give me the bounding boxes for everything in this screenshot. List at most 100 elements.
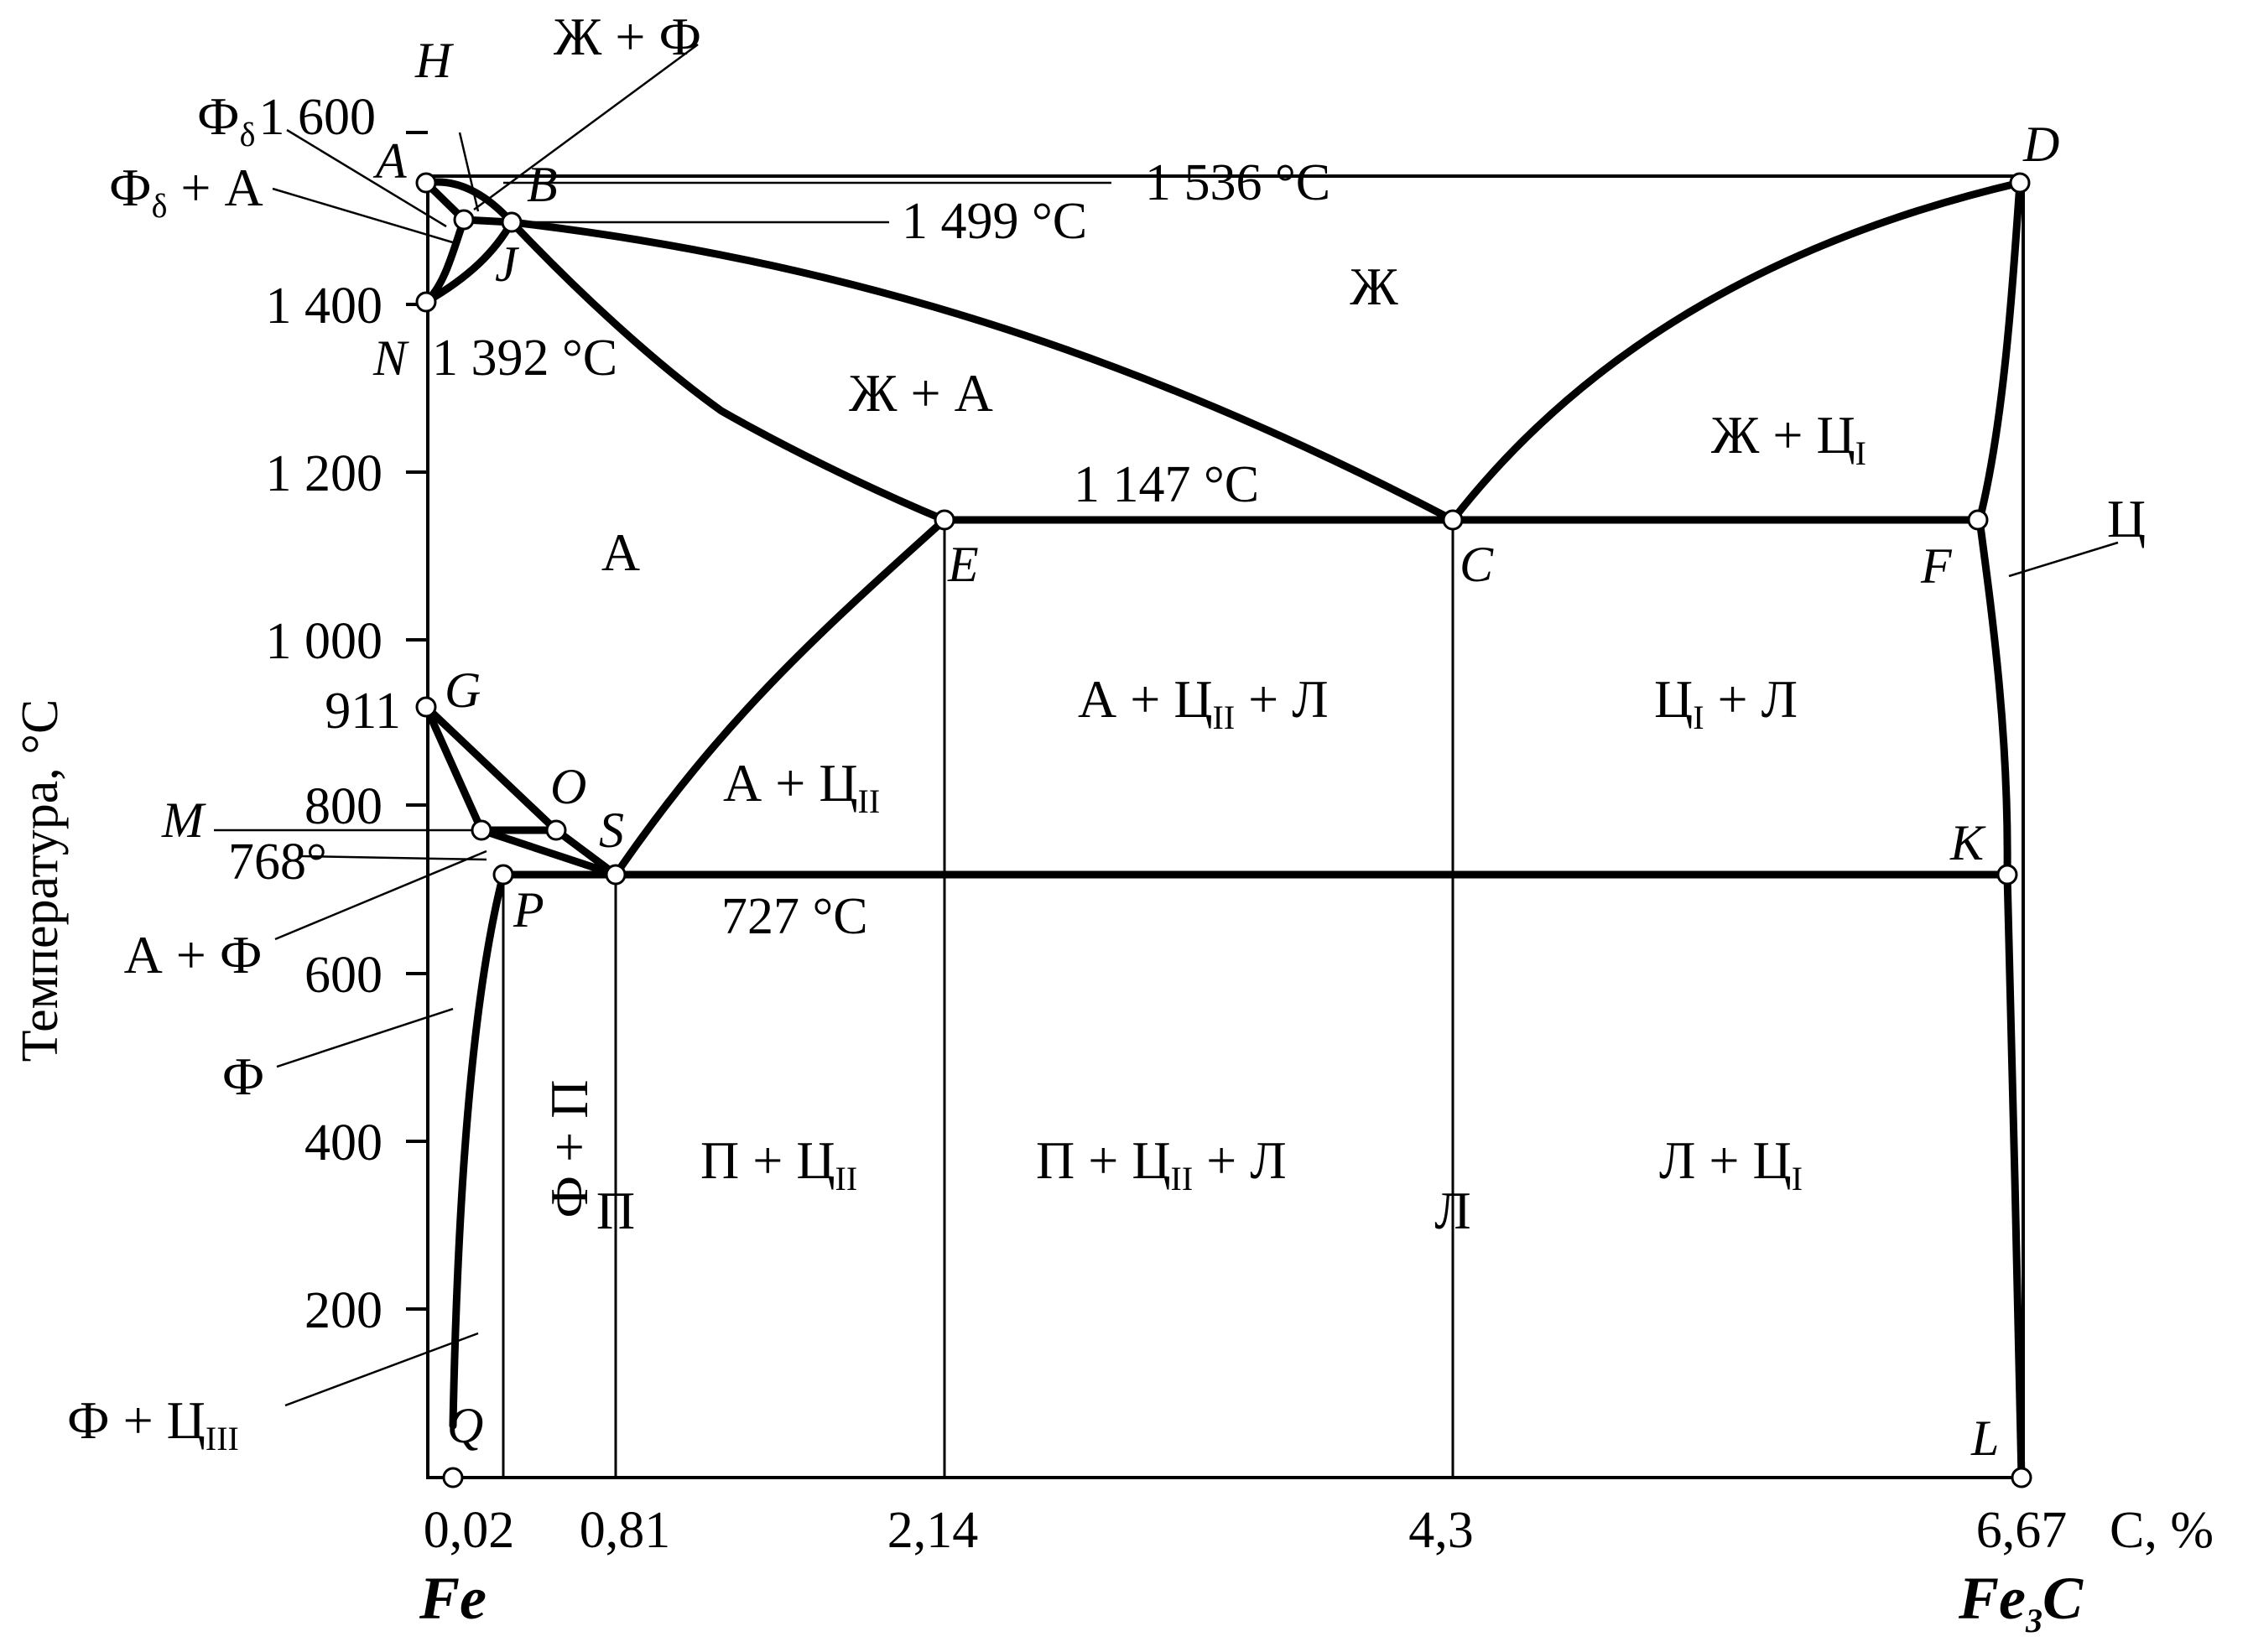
y-tick-800: 800 (304, 778, 382, 835)
liq-cem1-sub: I (1855, 434, 1866, 472)
y-tick-1000: 1 000 (266, 613, 383, 670)
diagram-frame (426, 174, 2025, 1479)
region-aus-cem-2: А + ЦII (723, 753, 880, 820)
fe3c-suffix: C (2042, 1565, 2084, 1632)
fe3c-sub: 3 (2025, 1602, 2042, 1639)
point-N (415, 291, 437, 313)
aus-cem2-led-sub: II (1213, 699, 1236, 736)
led-cem1-sub: I (1792, 1160, 1803, 1197)
y-axis-title: Температура, °С (12, 699, 69, 1062)
y-tick-200: 200 (304, 1282, 382, 1339)
x-tick-002: 0,02 (424, 1502, 515, 1559)
region-liquid: Ж (1350, 257, 1398, 316)
region-aus-cem-2-led: А + ЦII + Л (1078, 669, 1329, 736)
ferr-cem3-main: Ф + Ц (67, 1390, 206, 1450)
y-tick-1600: 1 600 (259, 89, 377, 146)
label-D: D (2022, 117, 2059, 172)
label-Q: Q (447, 1398, 483, 1453)
region-ferrite-pearlite: Ф + П (539, 1080, 599, 1218)
y-tick-600: 600 (304, 947, 382, 1004)
point-Q (442, 1467, 464, 1488)
delta-ferrite-sub: δ (240, 116, 256, 153)
region-cem-1-led: ЦI + Л (1654, 669, 1798, 736)
aus-cem2-sub: II (858, 782, 881, 820)
delta-ferrite-aus-sub: δ (152, 187, 168, 225)
x-axis-title: С, % (2110, 1502, 2214, 1559)
point-C (1442, 509, 1464, 531)
liq-cem1-main: Ж + Ц (1711, 405, 1855, 465)
region-ledeburite: Л (1434, 1181, 1470, 1240)
label-P: P (513, 882, 544, 938)
label-C: C (1460, 537, 1494, 592)
region-pearlite: П (596, 1181, 635, 1240)
region-liquid-austenite: Ж + А (849, 363, 993, 423)
x-tick-43: 4,3 (1408, 1502, 1474, 1559)
point-O (545, 819, 567, 841)
fe-label: Fe (419, 1565, 487, 1632)
y-tick-400: 400 (304, 1114, 382, 1171)
region-austenite-ferrite: А + Ф (124, 925, 263, 984)
region-ferrite: Ф (222, 1047, 265, 1106)
x-tick-667: 6,67 (1976, 1502, 2068, 1559)
y-tick-911: 911 (325, 683, 401, 740)
point-F (1967, 509, 1989, 531)
temp-768: 768° (228, 834, 327, 891)
region-austenite: А (601, 522, 640, 582)
delta-ferrite-aus-suffix: + А (167, 158, 263, 217)
label-A: A (372, 133, 407, 189)
ferr-cem3-sub: III (206, 1420, 239, 1457)
region-ferr-cem-3: Ф + ЦIII (67, 1390, 239, 1457)
pearl-cem2-led-suffix: + Л (1193, 1130, 1287, 1190)
label-K: K (1949, 815, 1986, 870)
region-liquid-ferrite: Ж + Ф (554, 7, 701, 66)
delta-ferrite-aus-main: Ф (109, 158, 152, 217)
label-F: F (1920, 538, 1953, 594)
temp-1536: 1 536 °С (1145, 154, 1330, 211)
label-B: B (527, 157, 558, 212)
point-G (415, 696, 437, 718)
pearl-cem2-led-sub: II (1171, 1160, 1194, 1197)
label-J: J (495, 236, 519, 292)
temp-1392: 1 392 °С (432, 330, 617, 387)
special-points (415, 172, 2032, 1488)
x-tick-081: 0,81 (580, 1502, 671, 1559)
region-pearl-cem-2-led: П + ЦII + Л (1036, 1130, 1287, 1197)
y-tick-1200: 1 200 (266, 445, 383, 502)
cem1-led-sub: I (1693, 699, 1704, 736)
aus-cem2-main: А + Ц (723, 753, 858, 813)
temp-1147: 1 147 °С (1074, 456, 1259, 513)
led-cem1-main: Л + Ц (1659, 1130, 1792, 1190)
cem1-led-suffix: + Л (1704, 669, 1798, 729)
label-N: N (372, 330, 409, 386)
point-B (501, 211, 523, 233)
point-D (2009, 172, 2031, 194)
point-M (471, 819, 492, 841)
x-tick-214: 2,14 (887, 1502, 979, 1559)
region-delta-ferrite-aus: Фδ + А (109, 158, 263, 225)
point-E (934, 509, 955, 531)
point-P (492, 864, 514, 886)
aus-cem2-led-main: А + Ц (1078, 669, 1213, 729)
leader-lines (214, 43, 2119, 1407)
temp-727: 727 °С (721, 888, 868, 945)
label-O: O (550, 759, 586, 814)
point-K (1996, 864, 2018, 886)
label-S: S (599, 803, 624, 858)
point-L (2011, 1467, 2032, 1488)
region-delta-ferrite: Фδ (197, 86, 255, 153)
region-pearl-cem-2: П + ЦII (700, 1130, 857, 1197)
point-S (605, 864, 627, 886)
pearl-cem2-main: П + Ц (700, 1130, 835, 1190)
label-G: G (445, 662, 481, 718)
fe3c-label: Fe3C (1958, 1565, 2084, 1639)
label-E: E (947, 537, 979, 592)
label-M: M (161, 792, 206, 848)
temp-1499: 1 499 °С (902, 193, 1087, 250)
composition-guidelines (502, 520, 1454, 1478)
y-tick-1400: 1 400 (266, 278, 383, 335)
label-H: H (414, 33, 455, 88)
point-H (453, 209, 475, 231)
region-liquid-cementite-1: Ж + ЦI (1711, 405, 1866, 472)
fe3c-main: Fe (1958, 1565, 2026, 1632)
region-led-cem-1: Л + ЦI (1659, 1130, 1803, 1197)
